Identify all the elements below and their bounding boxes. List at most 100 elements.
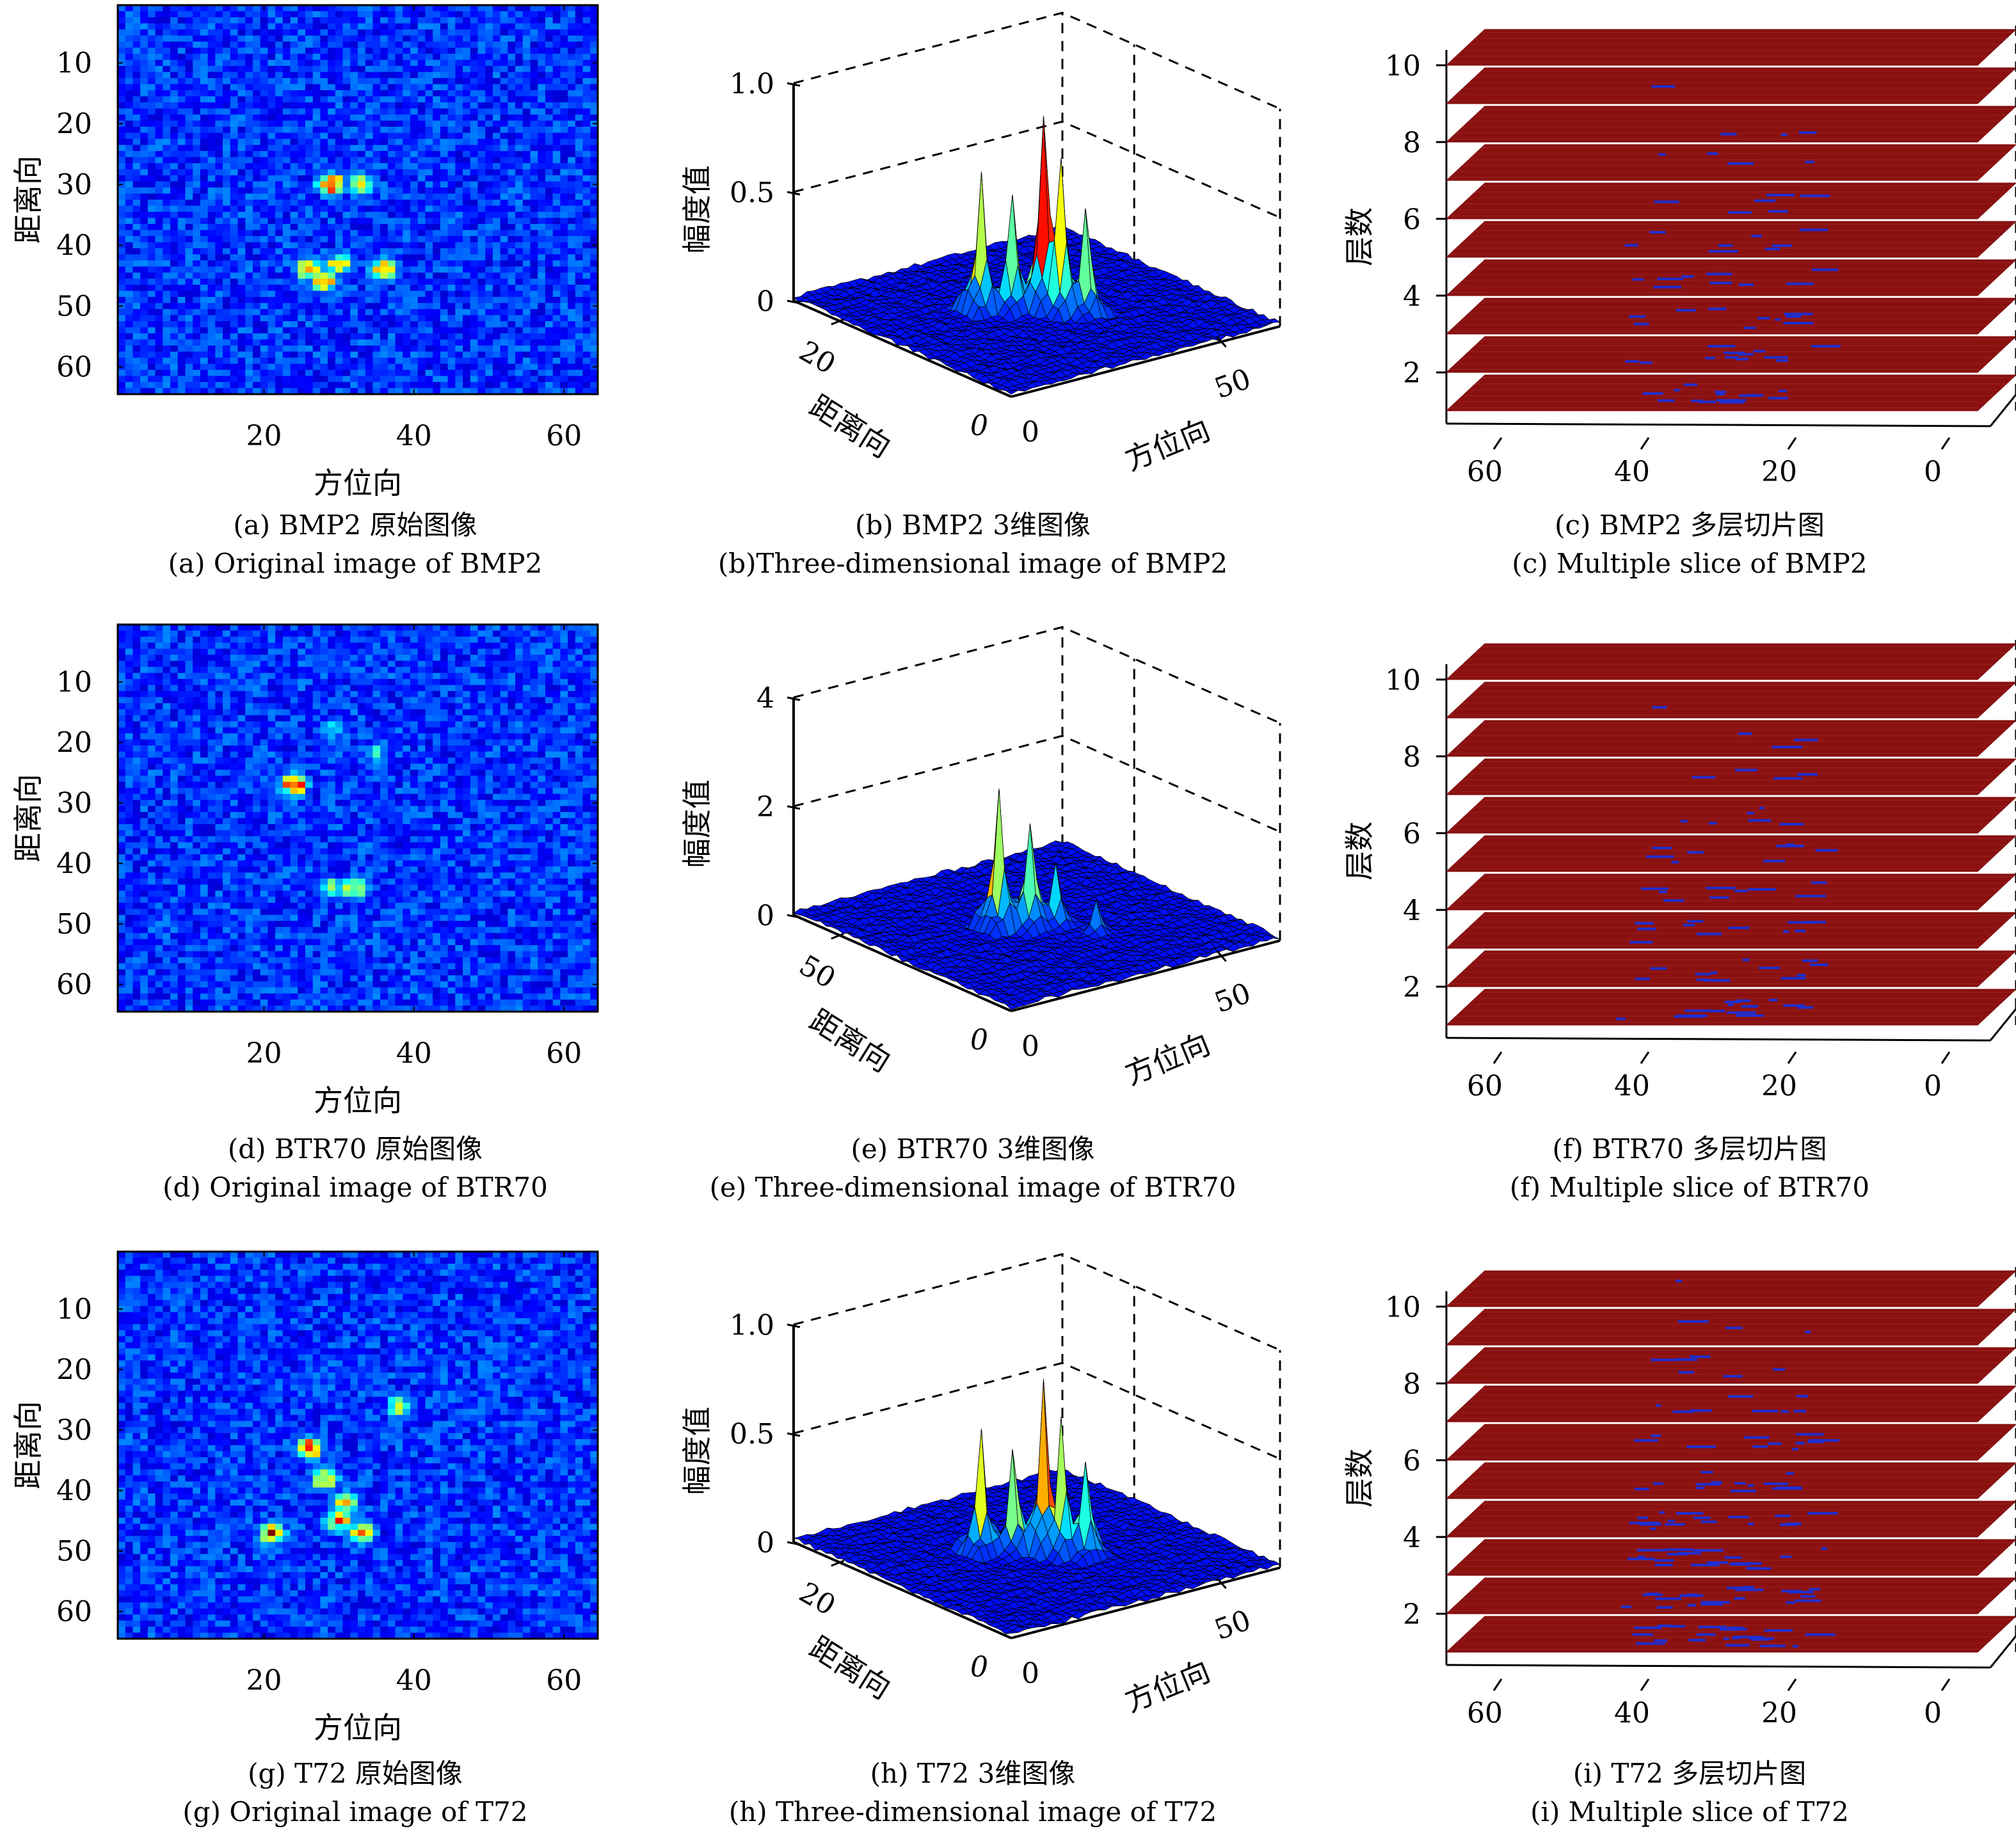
heatmap-cell <box>252 205 261 212</box>
heatmap-cell <box>328 205 336 212</box>
heatmap-cell <box>118 47 126 54</box>
heatmap-cell <box>185 266 193 273</box>
heatmap-cell <box>425 72 433 79</box>
heatmap-cell <box>403 102 411 109</box>
heatmap-cell <box>440 321 449 328</box>
heatmap-cell <box>245 242 253 249</box>
heatmap-cell <box>290 157 298 164</box>
heatmap-cell <box>252 339 261 346</box>
heatmap-cell <box>365 351 374 358</box>
heatmap-cell <box>575 90 584 97</box>
heatmap-cell <box>350 145 358 152</box>
heatmap-cell <box>500 169 508 176</box>
heatmap-cell <box>163 212 171 219</box>
heatmap-cell <box>132 370 141 377</box>
heatmap-cell <box>193 278 201 285</box>
heatmap-cell <box>387 181 396 188</box>
heatmap-cell <box>223 11 231 18</box>
heatmap-cell <box>365 358 374 365</box>
heatmap-cell <box>237 248 246 255</box>
heatmap-cell <box>305 236 314 243</box>
heatmap-cell <box>185 72 193 79</box>
heatmap-cell <box>358 273 366 280</box>
heatmap-cell <box>470 315 479 322</box>
heatmap-cell <box>282 273 291 280</box>
heatmap-cell <box>485 254 493 261</box>
heatmap-cell <box>275 333 284 340</box>
heatmap-cell <box>575 120 584 127</box>
heatmap-cell <box>177 78 186 85</box>
heatmap-cell <box>252 157 261 164</box>
heatmap-cell <box>230 23 239 30</box>
heatmap-cell <box>477 297 486 304</box>
heatmap-cell <box>417 72 426 79</box>
heatmap-cell <box>260 260 268 267</box>
heatmap-cell <box>552 248 561 255</box>
heatmap-cell <box>515 370 524 377</box>
heatmap-cell <box>582 321 591 328</box>
heatmap-cell <box>365 346 374 353</box>
heatmap-cell <box>410 260 419 267</box>
heatmap-cell <box>522 224 531 231</box>
heatmap-cell <box>425 5 433 12</box>
heatmap-cell <box>530 17 538 24</box>
heatmap-cell <box>477 11 486 18</box>
heatmap-cell <box>508 254 516 261</box>
heatmap-cell <box>200 151 209 158</box>
heatmap-cell <box>590 370 598 377</box>
heatmap-cell <box>530 291 538 298</box>
heatmap-cell <box>500 200 508 207</box>
heatmap-cell <box>365 42 374 49</box>
heatmap-cell <box>320 42 328 49</box>
heatmap-cell <box>260 297 268 304</box>
heatmap-cell <box>170 363 179 370</box>
heatmap-cell <box>545 358 554 365</box>
heatmap-cell <box>118 376 126 383</box>
heatmap-cell <box>252 291 261 298</box>
heatmap-cell <box>223 291 231 298</box>
heatmap-cell <box>163 5 171 12</box>
heatmap-cell <box>230 382 239 389</box>
heatmap-cell <box>545 224 554 231</box>
heatmap-cell <box>440 47 449 54</box>
heatmap-cell <box>140 47 148 54</box>
heatmap-cell <box>538 309 546 316</box>
heatmap-cell <box>433 285 441 292</box>
heatmap-cell <box>215 339 223 346</box>
heatmap-cell <box>245 120 253 127</box>
heatmap-cell <box>230 303 239 310</box>
heatmap-cell <box>515 47 524 54</box>
heatmap-cell <box>170 266 179 273</box>
heatmap-cell <box>207 23 216 30</box>
heatmap-cell <box>500 163 508 170</box>
heatmap-cell <box>118 236 126 243</box>
heatmap-cell <box>342 132 351 139</box>
heatmap-cell <box>380 115 388 122</box>
heatmap-cell <box>508 248 516 255</box>
heatmap-cell <box>500 132 508 139</box>
heatmap-cell <box>433 327 441 334</box>
heatmap-cell <box>590 145 598 152</box>
heatmap-cell <box>230 5 239 12</box>
heatmap-cell <box>387 145 396 152</box>
heatmap-cell <box>335 66 344 73</box>
heatmap-cell <box>380 151 388 158</box>
heatmap-cell <box>147 78 156 85</box>
heatmap-cell <box>500 66 508 73</box>
heatmap-cell <box>508 175 516 182</box>
heatmap-cell <box>395 11 403 18</box>
heatmap-cell <box>358 66 366 73</box>
heatmap-cell <box>417 115 426 122</box>
heatmap-cell <box>538 382 546 389</box>
heatmap-cell <box>155 315 163 322</box>
heatmap-cell <box>237 181 246 188</box>
heatmap-cell <box>582 163 591 170</box>
heatmap-cell <box>552 96 561 103</box>
heatmap-cell <box>163 115 171 122</box>
heatmap-cell <box>230 339 239 346</box>
heatmap-cell <box>477 291 486 298</box>
heatmap-cell <box>365 35 374 42</box>
heatmap-cell <box>275 90 284 97</box>
heatmap-cell <box>417 127 426 134</box>
heatmap-cell <box>230 181 239 188</box>
